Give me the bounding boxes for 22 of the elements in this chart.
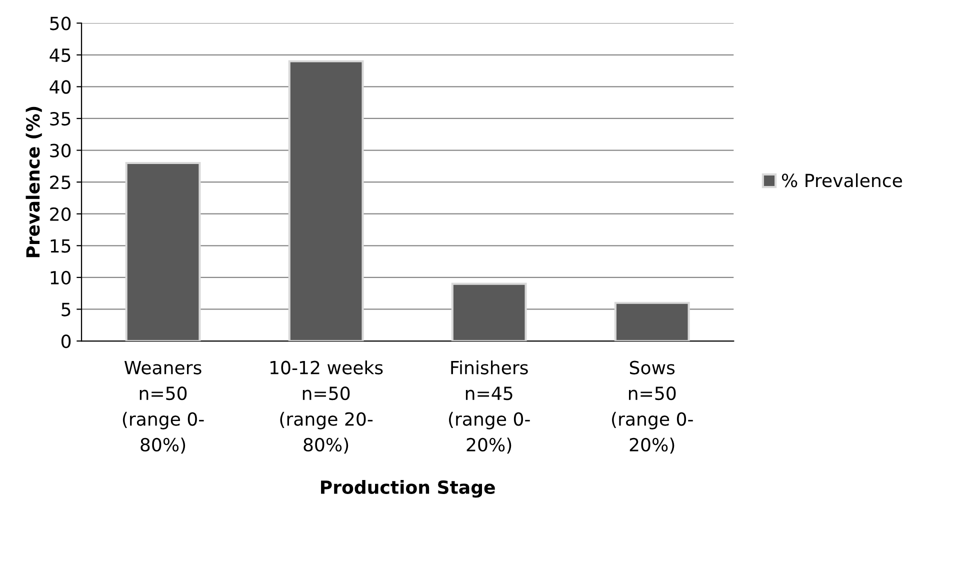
bar bbox=[451, 282, 527, 342]
x-tick-label: Weaners n=50 (range 0- 80%) bbox=[122, 361, 204, 454]
y-axis-title: Prevalence (%) bbox=[26, 106, 42, 258]
bar bbox=[288, 60, 364, 342]
y-tick-label: 20 bbox=[50, 207, 71, 221]
y-tick-label: 30 bbox=[50, 144, 71, 158]
y-tick-label: 50 bbox=[50, 16, 71, 30]
x-tick-label: 10-12 weeks n=50 (range 20- 80%) bbox=[270, 360, 383, 454]
y-tick-label: 0 bbox=[61, 334, 71, 348]
y-tick-label: 5 bbox=[62, 302, 70, 316]
x-tick-label: Sows n=50 (range 0- 20%) bbox=[612, 360, 693, 454]
y-tick-label: 10 bbox=[50, 270, 71, 285]
y-tick-label: 35 bbox=[50, 112, 70, 126]
bar bbox=[125, 162, 201, 342]
legend-label: % Prevalence bbox=[782, 173, 902, 188]
y-tick-label: 45 bbox=[50, 48, 70, 62]
y-tick-label: 40 bbox=[50, 80, 71, 94]
y-tick-label: 15 bbox=[50, 239, 70, 253]
y-tick-label: 25 bbox=[50, 176, 70, 190]
x-tick-label: Finishers n=45 (range 0- 20%) bbox=[449, 360, 530, 454]
x-axis-title: Production Stage bbox=[321, 480, 495, 498]
bar bbox=[614, 302, 690, 342]
